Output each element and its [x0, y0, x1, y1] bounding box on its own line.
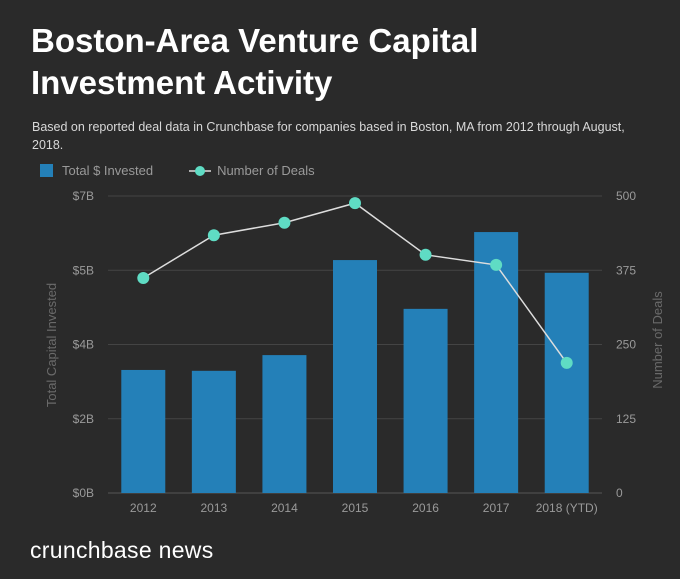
y-right-tick-label: 375 [616, 263, 636, 277]
deal-point-2013 [207, 229, 220, 242]
crunchbase-news-logo: crunchbase news [30, 537, 214, 563]
y-right-tick-label: 250 [616, 338, 636, 352]
y-tick-label: $2B [73, 412, 94, 426]
chart-title: Boston-Area Venture Capital Investment A… [31, 22, 479, 101]
bar-swatch-icon [40, 164, 53, 177]
x-tick-label: 2014 [271, 501, 298, 515]
x-tick-label: 2018 (YTD) [536, 501, 598, 515]
bar-2017 [474, 232, 519, 494]
x-tick-label: 2017 [483, 501, 510, 515]
bar-2013 [191, 370, 236, 493]
deal-point-2016 [419, 248, 432, 261]
legend: Total $ Invested Number of Deals [40, 163, 351, 178]
y-tick-label: $5B [73, 263, 94, 277]
legend-item-invested: Total $ Invested [40, 163, 153, 178]
x-tick-label: 2012 [130, 501, 157, 515]
bar-2015 [333, 260, 377, 493]
y-right-tick-label: 0 [616, 486, 623, 500]
y-right-axis-label: Number of Deals [650, 291, 665, 389]
line-dot-swatch-icon [189, 165, 212, 176]
bar-2018 (YTD) [544, 272, 589, 493]
y-tick-label: $4B [73, 338, 94, 352]
deal-point-2012 [137, 271, 150, 284]
x-tick-label: 2015 [342, 501, 369, 515]
y-right-tick-label: 500 [616, 189, 636, 203]
legend-item-deals: Number of Deals [189, 163, 315, 178]
legend-label: Number of Deals [217, 163, 315, 178]
y-right-tick-label: 125 [616, 412, 636, 426]
y-tick-label: $7B [73, 189, 94, 203]
legend-label: Total $ Invested [62, 163, 154, 178]
deal-point-2017 [490, 258, 503, 271]
deal-point-2014 [278, 216, 291, 229]
deal-point-2018 (YTD) [560, 356, 573, 369]
y-axis-label: Total Capital Invested [44, 283, 59, 407]
chart-subtitle: Based on reported deal data in Crunchbas… [32, 120, 625, 152]
bar-2014 [262, 355, 307, 493]
x-tick-label: 2016 [412, 501, 439, 515]
y-tick-label: $0B [73, 486, 94, 500]
x-tick-label: 2013 [201, 501, 228, 515]
deal-point-2015 [349, 197, 361, 210]
bar-2016 [403, 308, 448, 493]
bar-2012 [121, 369, 166, 493]
